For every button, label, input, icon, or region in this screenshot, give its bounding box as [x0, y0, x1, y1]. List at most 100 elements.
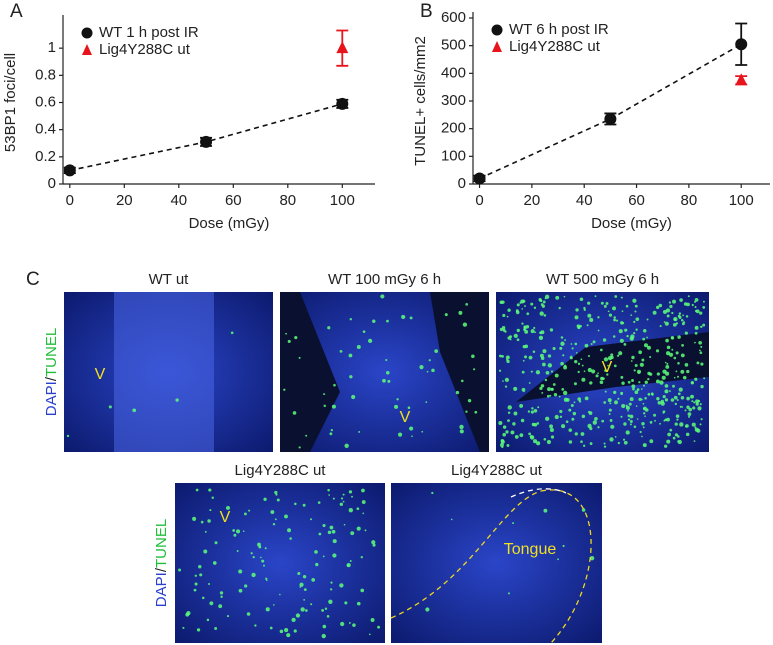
tunel-dot: [698, 340, 702, 345]
tunel-dot: [506, 443, 510, 447]
tunel-dot: [573, 401, 576, 404]
tunel-dot: [528, 382, 531, 384]
tunel-dot: [660, 401, 665, 406]
tunel-dot: [270, 510, 275, 515]
tunel-dot: [636, 418, 639, 420]
tunel-dot: [688, 415, 691, 418]
y-tick-label: 400: [441, 64, 466, 81]
y-tick-label: 0: [48, 175, 56, 192]
tunel-dot: [641, 435, 643, 438]
tunel-dot: [547, 363, 553, 368]
tunel-dot: [621, 391, 623, 394]
tunel-dot: [178, 568, 182, 572]
tunel-dot: [665, 338, 669, 343]
tunel-dot: [552, 346, 556, 351]
tunel-dot: [684, 409, 687, 412]
tunel-dot: [613, 364, 617, 368]
tunel-dot: [642, 328, 647, 333]
tunel-dot: [584, 343, 589, 348]
tunel-dot: [251, 572, 256, 578]
tunel-dot: [667, 432, 672, 437]
tunel-dot: [691, 303, 694, 307]
tunel-dot: [330, 588, 333, 591]
tunel-dot: [238, 588, 243, 593]
tunel-dot: [685, 424, 689, 428]
tunel-dot: [342, 493, 345, 496]
panel-title: WT 500 mGy 6 h: [546, 271, 659, 288]
x-tick-label: 20: [524, 192, 541, 209]
tunel-dot: [300, 607, 305, 612]
tunel-dot: [340, 621, 345, 627]
tunel-dot: [617, 441, 621, 445]
x-tick-label: 0: [475, 192, 483, 209]
tunel-dot: [536, 422, 540, 425]
tunel-dot: [549, 424, 554, 429]
tunel-dot: [577, 397, 582, 401]
tunel-dot: [581, 364, 584, 367]
tunel-dot: [621, 403, 626, 409]
tunel-dot: [607, 310, 610, 313]
tunel-dot: [542, 362, 546, 367]
tunel-dot: [519, 433, 524, 438]
tunel-dot: [619, 338, 624, 343]
marker: [336, 97, 349, 110]
tunel-dot: [501, 300, 505, 304]
tunel-dot: [330, 581, 333, 584]
tunel-dot: [339, 350, 343, 353]
tunel-dot: [568, 440, 573, 444]
tunel-dot: [604, 369, 607, 372]
tunel-dot: [666, 417, 670, 422]
tunel-dot: [664, 361, 667, 364]
tunel-dot: [362, 330, 366, 334]
y-tick-label: 0.2: [35, 148, 56, 165]
tunel-dot: [233, 533, 237, 537]
tunel-dot: [209, 509, 212, 512]
tunel-dot: [591, 369, 596, 374]
tunel-dot: [198, 565, 202, 569]
marker: [336, 41, 349, 54]
tunel-dot: [613, 390, 617, 395]
tunel-dot: [694, 427, 699, 432]
legend-marker: [82, 44, 92, 55]
tunel-dot: [700, 418, 703, 421]
tunel-dot: [625, 405, 630, 410]
trend-line: [479, 43, 742, 180]
tunel-dot: [582, 444, 586, 447]
tunel-dot: [358, 430, 361, 433]
tunel-dot: [542, 349, 547, 354]
x-tick-label: 80: [279, 192, 296, 209]
tunel-dot: [686, 369, 690, 374]
tunel-dot: [299, 582, 304, 587]
tunel-dot: [360, 555, 363, 559]
tunel-dot: [625, 304, 629, 308]
tunel-dot: [676, 418, 679, 421]
tunel-dot: [507, 405, 512, 410]
tunel-dot: [269, 626, 273, 630]
tunel-dot: [550, 435, 555, 439]
tunel-dot: [609, 402, 612, 405]
tunel-dot: [522, 359, 525, 362]
tunel-dot: [283, 388, 286, 391]
tunel-dot: [641, 422, 645, 426]
tunel-dot: [235, 529, 241, 534]
tunel-dot: [287, 339, 291, 343]
tunel-dot: [462, 322, 468, 327]
tunel-dot: [401, 314, 406, 320]
tunel-dot: [305, 434, 308, 437]
tunel-dot: [339, 502, 344, 506]
tunel-dot: [581, 377, 586, 382]
tunel-dot: [386, 370, 390, 375]
tunel-dot: [361, 500, 366, 504]
tunel-dot: [639, 362, 644, 367]
tunel-dot: [380, 294, 385, 299]
tunel-dot: [576, 324, 581, 328]
tunel-dot: [609, 437, 614, 442]
tunel-dot: [425, 401, 428, 403]
tunel-dot: [530, 302, 534, 306]
tunel-dot: [664, 398, 669, 402]
tunel-dot: [607, 398, 612, 403]
tunel-dot: [274, 518, 277, 521]
tunel-dot: [294, 502, 297, 506]
tunel-dot: [272, 522, 276, 526]
tunel-dot: [409, 426, 414, 431]
